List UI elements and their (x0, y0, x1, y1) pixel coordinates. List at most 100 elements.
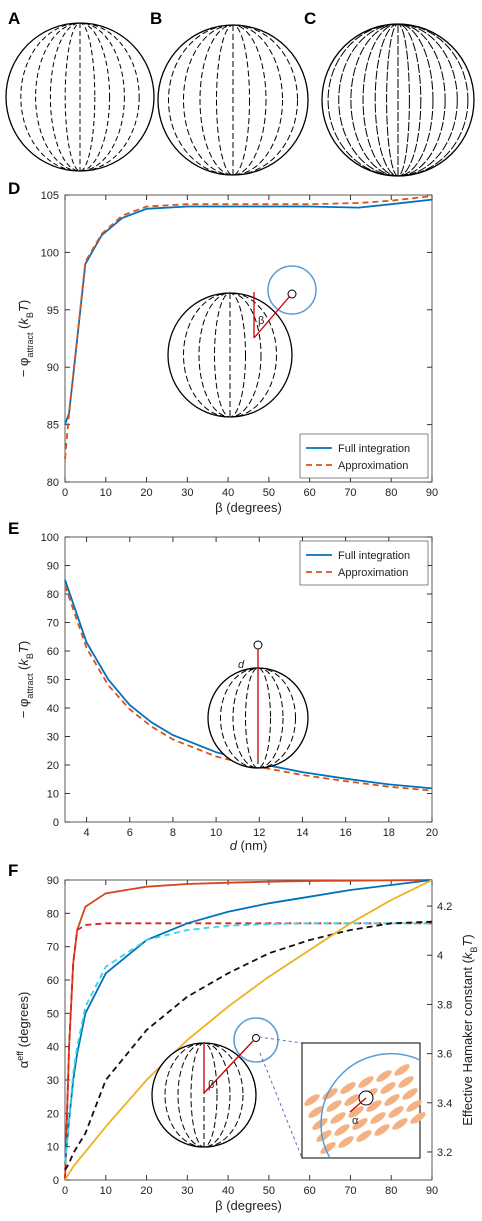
meridian (245, 667, 271, 769)
axis-label-part: ) (16, 641, 31, 645)
legend-box (299, 433, 429, 479)
zoom-guide (258, 1036, 303, 1044)
y-tick-label: 40 (47, 703, 59, 715)
x-tick-label: 70 (344, 487, 356, 499)
axis-label-part: − φ (16, 358, 31, 378)
axis-label-part: β (degrees) (215, 1198, 282, 1213)
axis-label-part: d (230, 838, 238, 853)
atom (388, 1106, 404, 1118)
x-tick-label: 0 (62, 487, 68, 499)
y-tick-label: 30 (47, 1075, 59, 1087)
y2-tick-label: 4.2 (437, 901, 452, 913)
y-tick-label: 90 (47, 875, 59, 887)
zoom-circle (320, 1053, 421, 1159)
atom (308, 1106, 324, 1118)
atom (374, 1124, 390, 1136)
y-tick-label: 50 (47, 1008, 59, 1020)
axis-label-part: attract (25, 332, 35, 358)
atom (366, 1100, 382, 1112)
y-tick-label: 0 (53, 1175, 59, 1187)
x-tick-label: 6 (127, 827, 133, 839)
y-tick-label: 90 (47, 561, 59, 573)
axis-label-part: k (16, 317, 31, 325)
atom (344, 1094, 360, 1106)
y-tick-label: 70 (47, 942, 59, 954)
x-tick-label: 90 (426, 1185, 438, 1197)
panel-letter: A (8, 9, 20, 28)
axis-label-part: (nm) (237, 838, 267, 853)
atom (348, 1106, 364, 1118)
axis-label-part: T (460, 938, 475, 947)
panel-letter: C (304, 9, 316, 28)
y-tick-label: 80 (47, 477, 59, 489)
axis-label-part: − φ (16, 699, 31, 719)
series-line (64, 585, 433, 792)
x-tick-label: 40 (222, 1185, 234, 1197)
x-tick-label: 10 (210, 827, 222, 839)
probe (253, 640, 263, 650)
legend-label: Approximation (338, 567, 408, 579)
atom (352, 1118, 368, 1130)
atom (370, 1112, 386, 1124)
atom (410, 1112, 426, 1124)
annotation: β (258, 315, 264, 327)
atom (326, 1100, 342, 1112)
y-tick-label: 0 (53, 817, 59, 829)
axis-label: − φattract (kBT) (16, 641, 35, 718)
x-tick-label: 80 (385, 1185, 397, 1197)
panel-letter: F (8, 861, 18, 880)
axis-label-part: Effective Hamaker constant ( (460, 958, 475, 1125)
series-line (64, 922, 432, 1164)
atom (384, 1094, 400, 1106)
atom (392, 1118, 408, 1130)
y2-tick-label: 3.8 (437, 999, 452, 1011)
series-line (64, 879, 433, 1164)
atom (312, 1118, 328, 1130)
y2-tick-label: 4 (437, 950, 443, 962)
x-tick-label: 50 (263, 487, 275, 499)
y-tick-label: 85 (47, 420, 59, 432)
y-tick-label: 20 (47, 760, 59, 772)
y-tick-label: 70 (47, 618, 59, 630)
y-tick-label: 80 (47, 589, 59, 601)
atom (398, 1076, 414, 1088)
annotation: α (352, 1115, 359, 1127)
meridian (177, 1042, 231, 1148)
y-tick-label: 30 (47, 732, 59, 744)
x-tick-label: 16 (340, 827, 352, 839)
meridian (183, 24, 283, 176)
x-tick-label: 20 (426, 827, 438, 839)
series-line (64, 579, 433, 790)
y-tick-label: 60 (47, 975, 59, 987)
legend-box (299, 540, 429, 586)
y-tick-label: 40 (47, 1042, 59, 1054)
x-tick-label: 4 (84, 827, 90, 839)
legend-label: Full integration (338, 443, 410, 455)
meridian (49, 22, 111, 172)
red-line (349, 1097, 367, 1113)
y2-tick-label: 3.2 (437, 1147, 452, 1159)
y-tick-label: 60 (47, 646, 59, 658)
y-tick-label: 100 (41, 247, 59, 259)
y-tick-label: 10 (47, 789, 59, 801)
axis-label: d (nm) (230, 838, 268, 853)
atom (334, 1124, 350, 1136)
series-line (64, 195, 433, 460)
axis-label-part: T (16, 303, 31, 312)
x-tick-label: 14 (296, 827, 308, 839)
atom (356, 1130, 372, 1142)
x-tick-label: 90 (426, 487, 438, 499)
axis-label-part: eff (15, 1050, 25, 1060)
red-line (203, 1040, 254, 1094)
x-tick-label: 40 (222, 487, 234, 499)
x-tick-label: 60 (304, 487, 316, 499)
x-tick-label: 18 (383, 827, 395, 839)
series-line (64, 922, 432, 1181)
axis-label-part: k (16, 658, 31, 666)
y-tick-label: 100 (41, 532, 59, 544)
axis-label-part: ( (16, 665, 31, 674)
x-tick-label: 8 (170, 827, 176, 839)
y-tick-label: 50 (47, 675, 59, 687)
y-tick-label: 10 (47, 1142, 59, 1154)
